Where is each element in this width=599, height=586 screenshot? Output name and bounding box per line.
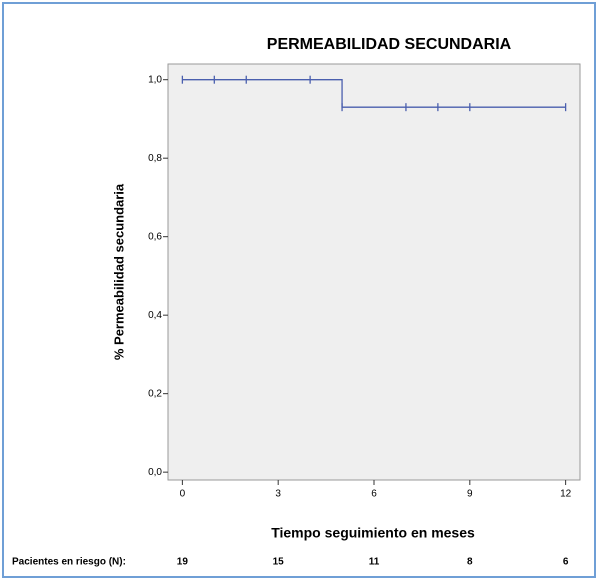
y-tick-label: 0,6 <box>148 231 162 242</box>
at-risk-label: Pacientes en riesgo (N): <box>12 557 126 568</box>
at-risk-value: 11 <box>369 557 380 568</box>
y-tick-label: 0,0 <box>148 467 162 478</box>
x-axis-label: Tiempo seguimiento en meses <box>271 525 475 541</box>
plot-area <box>167 63 581 481</box>
at-risk-value: 19 <box>177 557 189 568</box>
at-risk-value: 15 <box>273 557 285 568</box>
x-tick-label: 3 <box>275 489 281 500</box>
y-axis-label: % Permeabilidad secundaria <box>111 183 126 360</box>
x-tick-label: 12 <box>560 489 572 500</box>
survival-line <box>182 79 566 108</box>
at-risk-value: 6 <box>563 557 569 568</box>
y-tick-label: 0,8 <box>148 153 162 164</box>
at-risk-value: 8 <box>467 557 473 568</box>
y-tick-label: 1,0 <box>148 74 162 85</box>
y-tick-label: 0,4 <box>148 310 162 321</box>
x-tick-label: 6 <box>371 489 377 500</box>
y-tick-label: 0,2 <box>148 388 162 399</box>
x-tick-label: 0 <box>180 489 186 500</box>
x-tick-label: 9 <box>467 489 473 500</box>
chart-title: PERMEABILIDAD SECUNDARIA <box>267 36 512 53</box>
